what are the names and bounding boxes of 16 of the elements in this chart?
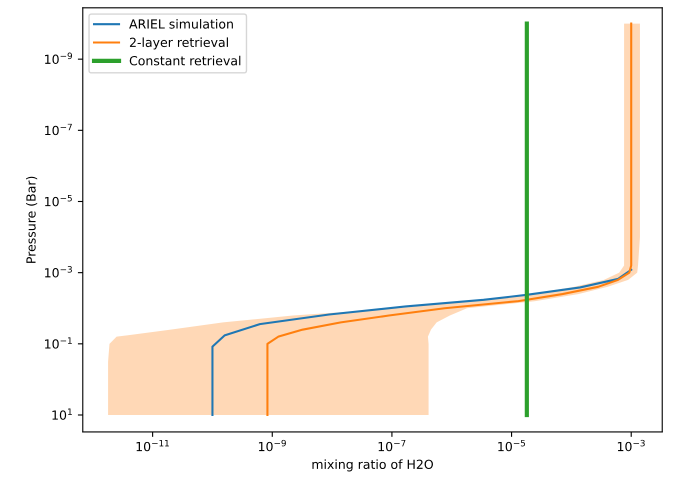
y-tick-label: 10$^{−3}$ [45, 266, 72, 278]
x-tick-label: 10$^{−7}$ [378, 440, 406, 452]
legend-label: 2-layer retrieval [130, 37, 228, 50]
legend-label: Constant retrieval [130, 56, 240, 66]
y-tick-label: 10$^{1}$ [52, 408, 72, 420]
legend-label: ARIEL simulation [129, 19, 233, 29]
y-axis-title: Pressure (Bar) [26, 176, 38, 263]
y-tick-label: 10$^{−1}$ [45, 337, 72, 349]
y-tick-label: 10$^{−7}$ [45, 124, 72, 136]
x-tick-label: 10$^{−5}$ [498, 440, 526, 452]
y-tick-label: 10$^{−9}$ [45, 52, 72, 64]
y-tick-label: 10$^{−5}$ [45, 194, 72, 206]
x-tick-label: 10$^{−3}$ [618, 440, 645, 452]
x-axis-title: mixing ratio of H2O [312, 459, 433, 472]
x-tick-label: 10$^{−9}$ [258, 440, 286, 452]
x-tick-label: 10$^{−11}$ [136, 440, 169, 452]
